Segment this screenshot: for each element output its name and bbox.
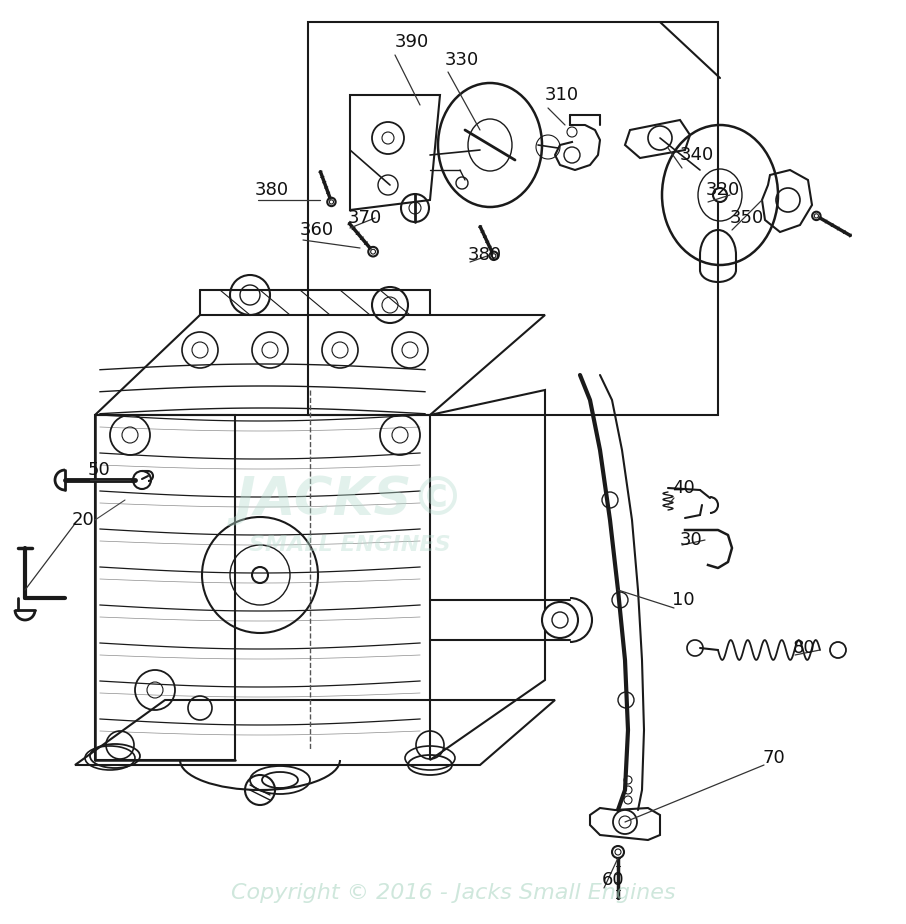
Text: 50: 50 bbox=[88, 461, 111, 479]
Text: 60: 60 bbox=[602, 871, 624, 889]
Text: 340: 340 bbox=[680, 146, 714, 164]
Text: 40: 40 bbox=[672, 479, 695, 497]
Circle shape bbox=[713, 188, 727, 202]
Text: 80: 80 bbox=[793, 639, 815, 657]
Text: 380: 380 bbox=[468, 246, 502, 264]
Text: SMALL ENGINES: SMALL ENGINES bbox=[249, 535, 451, 555]
Text: 390: 390 bbox=[395, 33, 429, 51]
Text: Copyright © 2016 - Jacks Small Engines: Copyright © 2016 - Jacks Small Engines bbox=[231, 883, 675, 903]
Text: 10: 10 bbox=[672, 591, 695, 609]
Text: 370: 370 bbox=[348, 209, 382, 227]
Text: JACKS©: JACKS© bbox=[236, 474, 465, 526]
Text: 350: 350 bbox=[730, 209, 765, 227]
Text: 70: 70 bbox=[762, 749, 785, 767]
Circle shape bbox=[612, 846, 624, 858]
Text: 310: 310 bbox=[545, 86, 579, 104]
Circle shape bbox=[368, 247, 378, 257]
Text: 20: 20 bbox=[72, 511, 95, 529]
Text: 30: 30 bbox=[680, 531, 703, 549]
Circle shape bbox=[542, 602, 578, 638]
Circle shape bbox=[812, 212, 821, 220]
Text: 330: 330 bbox=[445, 51, 479, 69]
Text: 380: 380 bbox=[255, 181, 289, 199]
Circle shape bbox=[613, 810, 637, 834]
Text: 360: 360 bbox=[300, 221, 334, 239]
Circle shape bbox=[252, 567, 268, 583]
Circle shape bbox=[489, 251, 498, 260]
Circle shape bbox=[327, 198, 335, 206]
Text: 320: 320 bbox=[706, 181, 740, 199]
